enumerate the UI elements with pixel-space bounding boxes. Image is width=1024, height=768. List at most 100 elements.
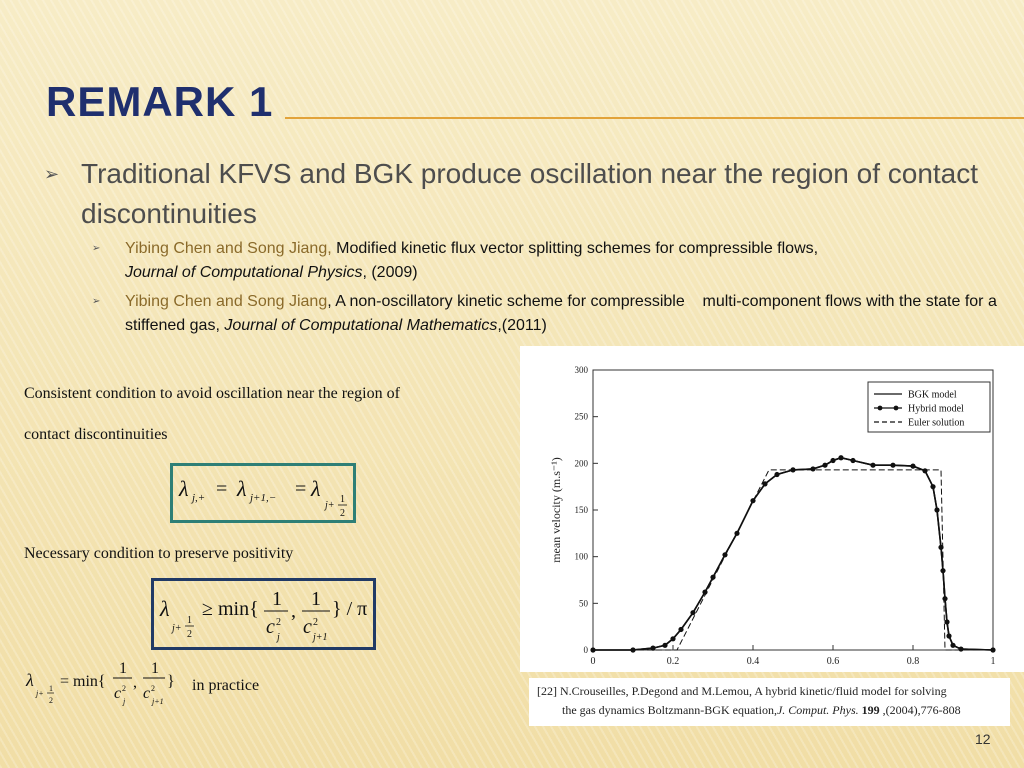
x-tick-label: 1 xyxy=(991,656,996,667)
eq2-c1-sub: j xyxy=(275,632,280,643)
series-line-euler-solution xyxy=(593,469,993,651)
reference-line2-suffix: ,(2004),776-808 xyxy=(882,703,961,717)
x-tick-label: 0.8 xyxy=(907,656,920,667)
y-tick-label: 100 xyxy=(575,552,589,562)
bullet-arrow-icon: ➢ xyxy=(44,164,60,184)
ref2-title: , A non-oscillatory kinetic scheme for c… xyxy=(125,293,1002,334)
eq3-sub: j+ xyxy=(35,689,44,698)
eq3-num2: 1 xyxy=(151,660,159,677)
x-tick-label: 0.6 xyxy=(827,656,840,667)
slide-title: REMARK 1 xyxy=(46,78,274,125)
eq2-c1-sq: 2 xyxy=(276,617,281,628)
hybrid-point xyxy=(678,626,684,633)
eq2-c2-sq: 2 xyxy=(313,617,318,628)
ref1-text: Yibing Chen and Song Jiang, Modified kin… xyxy=(125,237,1004,285)
eq2-num1: 1 xyxy=(272,588,282,610)
eq2-c2: c xyxy=(303,616,312,638)
ref2-year: ,(2011) xyxy=(497,317,547,334)
page-number: 12 xyxy=(975,731,991,747)
y-tick-label: 0 xyxy=(584,645,589,655)
main-bullet-text: Traditional KFVS and BGK produce oscilla… xyxy=(81,158,979,229)
y-tick-label: 150 xyxy=(575,505,589,515)
eq3-num1: 1 xyxy=(119,660,127,677)
eq1-half-den: 2 xyxy=(340,508,345,519)
hybrid-point xyxy=(750,498,756,504)
hybrid-point xyxy=(946,633,952,639)
hybrid-point xyxy=(838,455,844,461)
hybrid-point xyxy=(774,471,780,478)
hybrid-point xyxy=(944,619,950,625)
legend-dot xyxy=(893,405,899,411)
hybrid-point xyxy=(662,642,668,648)
hybrid-point xyxy=(670,636,676,642)
reference-line2-prefix: the gas dynamics Boltzmann-BGK equation, xyxy=(562,703,777,717)
eq3-half-num: 1 xyxy=(49,684,53,693)
eq3-eq-min: = min{ xyxy=(60,673,106,690)
y-tick-label: 250 xyxy=(575,412,589,422)
series-line-hybrid-model xyxy=(593,456,994,651)
ref1-title: Modified kinetic flux vector splitting s… xyxy=(331,240,819,257)
reference-line1: [22] N.Crouseilles, P.Degond and M.Lemou… xyxy=(537,684,947,698)
hybrid-point xyxy=(850,457,856,464)
x-tick-label: 0.4 xyxy=(747,656,760,667)
eq2-sub: j+ xyxy=(170,623,182,634)
equation-in-practice: λ j+ 1 2 = min{ 1 c 2 j , 1 c 2 j+1 } in… xyxy=(24,656,284,712)
eq2-close: } / π xyxy=(332,598,367,620)
sub-bullet-ref1: ➢ Yibing Chen and Song Jiang, Modified k… xyxy=(92,237,1004,285)
reference-journal: J. Comput. Phys. xyxy=(776,703,859,717)
plot-panel: 0 0.2 0.4 0.6 0.8 1 0 50 100 150 200 250 300 BGK mod… xyxy=(520,346,1024,672)
eq1-lambda3: λ xyxy=(310,476,321,501)
bullet-arrow-icon: ➢ xyxy=(92,296,101,307)
eq3-close: } xyxy=(167,673,175,690)
eq3-half-den: 2 xyxy=(49,696,53,705)
eq3-c1-sq: 2 xyxy=(122,684,126,693)
consistent-condition-line1: Consistent condition to avoid oscillatio… xyxy=(24,385,400,402)
eq1-sub3: j+ xyxy=(323,500,335,511)
hybrid-point xyxy=(958,646,964,652)
eq1-eq2: = xyxy=(295,478,306,500)
x-tick-label: 0.2 xyxy=(667,656,680,667)
in-practice-label: in practice xyxy=(192,677,259,694)
hybrid-point xyxy=(822,462,828,468)
eq1-lambda2: λ xyxy=(236,476,247,501)
eq3-comma: , xyxy=(133,674,137,691)
eq3-c2-sq: 2 xyxy=(151,684,155,693)
consistent-condition-line2: contact discontinuities xyxy=(24,426,168,443)
hybrid-point xyxy=(922,468,928,474)
bullet-arrow-icon: ➢ xyxy=(92,243,101,254)
y-tick-label: 50 xyxy=(579,598,589,608)
main-bullet: ➢ Traditional KFVS and BGK produce oscil… xyxy=(44,154,1004,234)
ref1-year: , (2009) xyxy=(362,264,418,281)
eq2-geq-min: ≥ min{ xyxy=(202,598,259,620)
hybrid-point xyxy=(810,466,816,472)
hybrid-point xyxy=(734,530,740,536)
hybrid-point xyxy=(690,610,696,616)
eq2-comma: , xyxy=(291,600,296,622)
ref2-journal: Journal of Computational Mathematics xyxy=(224,317,498,334)
ref1-authors: Yibing Chen and Song Jiang, xyxy=(125,240,332,257)
y-tick-label: 300 xyxy=(575,365,589,375)
eq3-c1: c xyxy=(114,685,121,702)
velocity-chart: 0 0.2 0.4 0.6 0.8 1 0 50 100 150 200 250 300 BGK mod… xyxy=(549,365,996,667)
legend-label: Euler solution xyxy=(908,418,964,429)
eq3-c2-sub: j+1 xyxy=(151,697,164,706)
reference-line2: the gas dynamics Boltzmann-BGK equation,… xyxy=(537,701,1004,720)
y-tick-label: 200 xyxy=(575,458,589,468)
hybrid-point xyxy=(650,645,656,651)
legend-dot xyxy=(877,405,883,411)
eq2-c1: c xyxy=(266,616,275,638)
hybrid-point xyxy=(910,463,916,469)
hybrid-point xyxy=(950,642,956,648)
hybrid-point xyxy=(930,484,936,490)
eq2-lambda: λ xyxy=(159,596,170,621)
eq1-lambda: λ xyxy=(178,476,189,501)
reference-volume: 199 xyxy=(861,703,880,717)
hybrid-point xyxy=(942,596,948,602)
legend-label: BGK model xyxy=(908,390,957,401)
hybrid-point xyxy=(890,462,896,468)
eq1-sub1: j,+ xyxy=(190,492,205,504)
eq2-num2: 1 xyxy=(311,588,321,610)
hybrid-point xyxy=(830,457,836,464)
eq2-half-num: 1 xyxy=(187,615,192,626)
title-rule xyxy=(285,117,1024,119)
